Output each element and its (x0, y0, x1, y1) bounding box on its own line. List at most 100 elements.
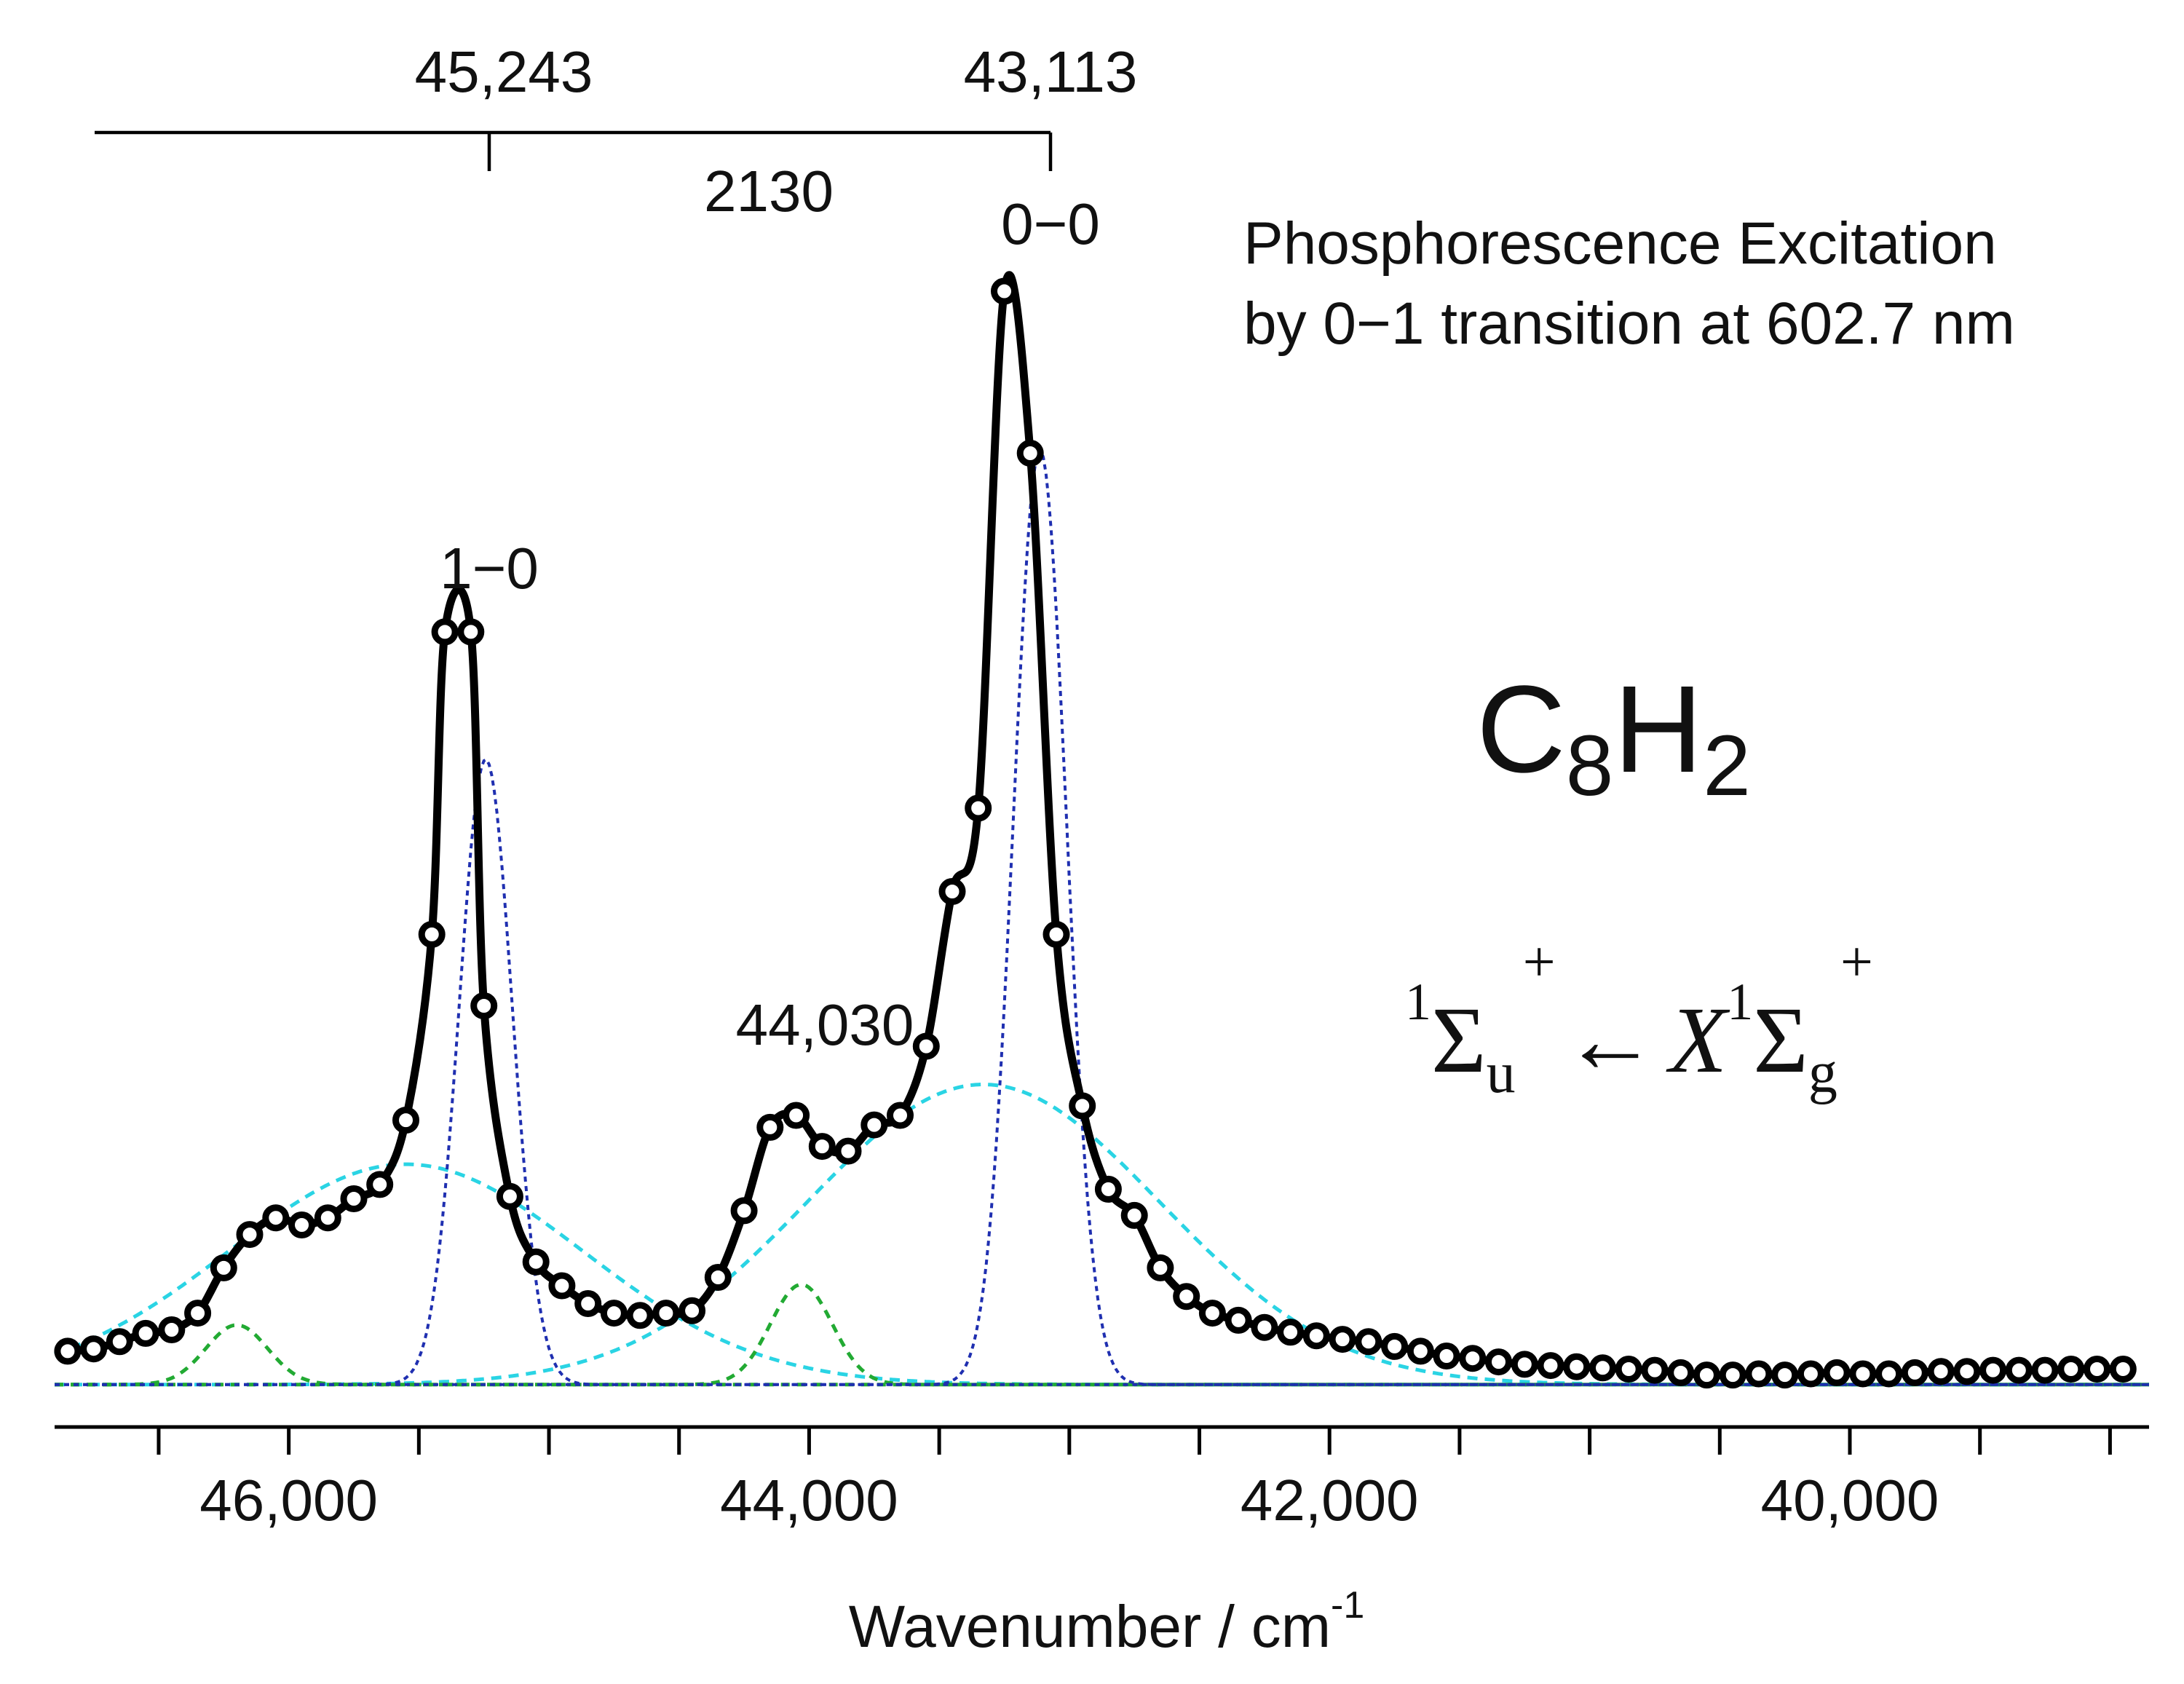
measured-point (600, 1300, 628, 1327)
measured-point (1615, 1356, 1642, 1383)
measured-point (912, 1032, 940, 1060)
measured-point (1875, 1360, 1903, 1388)
peak-label-1-0: 1−0 (440, 536, 539, 601)
x-tick-label: 44,000 (720, 1468, 898, 1533)
measured-point (210, 1254, 237, 1281)
measured-point (2084, 1356, 2110, 1383)
narrow-component-curve-2 (55, 447, 2149, 1386)
measured-point (2057, 1356, 2085, 1383)
measured-point (236, 1221, 264, 1249)
spacing-label: 2130 (704, 159, 834, 224)
measured-point (1173, 1283, 1200, 1311)
formula-c-sub: 8 (1566, 718, 1614, 814)
measured-point (548, 1272, 576, 1300)
lower-sup: + (1840, 930, 1873, 995)
measured-point (1459, 1345, 1487, 1372)
measured-point (1042, 920, 1070, 948)
measured-point (1537, 1352, 1564, 1380)
weak-component-curve-2 (55, 1282, 2149, 1387)
measured-point (1251, 1313, 1278, 1341)
measured-point (1120, 1201, 1148, 1229)
measured-point (496, 1182, 523, 1210)
measured-point (704, 1264, 732, 1291)
measured-point (834, 1137, 862, 1165)
measured-point (418, 920, 446, 948)
x-axis-label: Wavenumber / cm-1 (849, 1584, 1365, 1660)
formula-h-sub: 2 (1703, 718, 1751, 814)
measured-point (1406, 1337, 1434, 1365)
total-fit-curve (67, 271, 2124, 1380)
measured-point (431, 618, 459, 646)
measured-point (991, 277, 1018, 305)
measured-point (1277, 1319, 1305, 1346)
measured-point (938, 878, 966, 905)
measured-point (1147, 1254, 1174, 1281)
measured-point (1589, 1354, 1616, 1382)
measured-point (1797, 1360, 1824, 1388)
x-axis-label-text: Wavenumber / cm (849, 1594, 1331, 1660)
x-tick-label: 46,000 (199, 1468, 378, 1533)
upper-sup: + (1523, 930, 1556, 995)
measured-point (1381, 1332, 1409, 1360)
measured-point (1329, 1326, 1356, 1353)
measured-point (80, 1335, 108, 1363)
x-tick-label: 42,000 (1241, 1468, 1419, 1533)
measured-point (288, 1211, 315, 1238)
title-line-2: by 0−1 transition at 602.7 nm (1243, 290, 2015, 357)
measured-point (678, 1297, 706, 1324)
measured-point (184, 1300, 212, 1327)
measured-point (965, 794, 992, 822)
lower-multiplicity: 1 (1727, 973, 1753, 1031)
measured-point (2109, 1356, 2137, 1383)
x-axis-ticks: 46,000 44,000 42,000 40,000 (157, 1427, 2112, 1533)
upper-sigma: Σ (1431, 988, 1487, 1093)
measured-point (1693, 1361, 1720, 1389)
progression-label-43113: 43,113 (964, 39, 1138, 104)
measured-point (1355, 1328, 1382, 1356)
measured-point (626, 1302, 654, 1329)
measured-point (1302, 1322, 1330, 1350)
measured-point (457, 618, 485, 646)
measured-point (1771, 1361, 1799, 1389)
measured-points (54, 277, 2137, 1389)
measured-point (392, 1107, 419, 1134)
measured-point (1849, 1360, 1877, 1388)
measured-point (1979, 1356, 2007, 1384)
measured-point (340, 1185, 368, 1212)
upper-sub: u (1487, 1041, 1516, 1105)
measured-point (522, 1248, 550, 1276)
measured-point (1094, 1175, 1122, 1203)
measured-point (1953, 1358, 1981, 1385)
formula-h: H (1613, 660, 1703, 799)
weak-component-curve-1 (55, 1323, 2149, 1387)
measured-point (887, 1102, 914, 1129)
x-axis-label-sup: -1 (1331, 1584, 1364, 1626)
measured-point (1745, 1360, 1773, 1388)
formula-c: C (1476, 660, 1566, 799)
measured-point (1901, 1359, 1928, 1386)
measured-point (1224, 1306, 1252, 1334)
progression-label-45243: 45,243 (415, 39, 593, 104)
measured-point (1198, 1300, 1226, 1327)
lower-sigma: Σ (1753, 988, 1808, 1093)
measured-point (1823, 1359, 1851, 1386)
measured-point (1927, 1358, 1955, 1385)
measured-point (808, 1133, 836, 1161)
measured-point (54, 1337, 82, 1365)
lower-sub: g (1808, 1041, 1837, 1105)
measured-point (1485, 1348, 1512, 1376)
broad-component-curve-2 (55, 1083, 2149, 1387)
lower-x: X (1666, 988, 1730, 1093)
measured-point (1563, 1353, 1591, 1380)
upper-multiplicity: 1 (1405, 973, 1431, 1031)
transition-arrow: ← (1563, 988, 1658, 1093)
transition-notation: 1Σu+← X1Σg+ (1405, 930, 1873, 1105)
peak-label-0-0: 0−0 (1001, 191, 1100, 256)
measured-point (1641, 1356, 1669, 1384)
measured-point (1433, 1343, 1460, 1369)
title-line-1: Phosphorescence Excitation (1243, 210, 1997, 277)
measured-point (158, 1316, 186, 1343)
progression-bracket (95, 130, 1053, 171)
measured-point (574, 1290, 602, 1317)
